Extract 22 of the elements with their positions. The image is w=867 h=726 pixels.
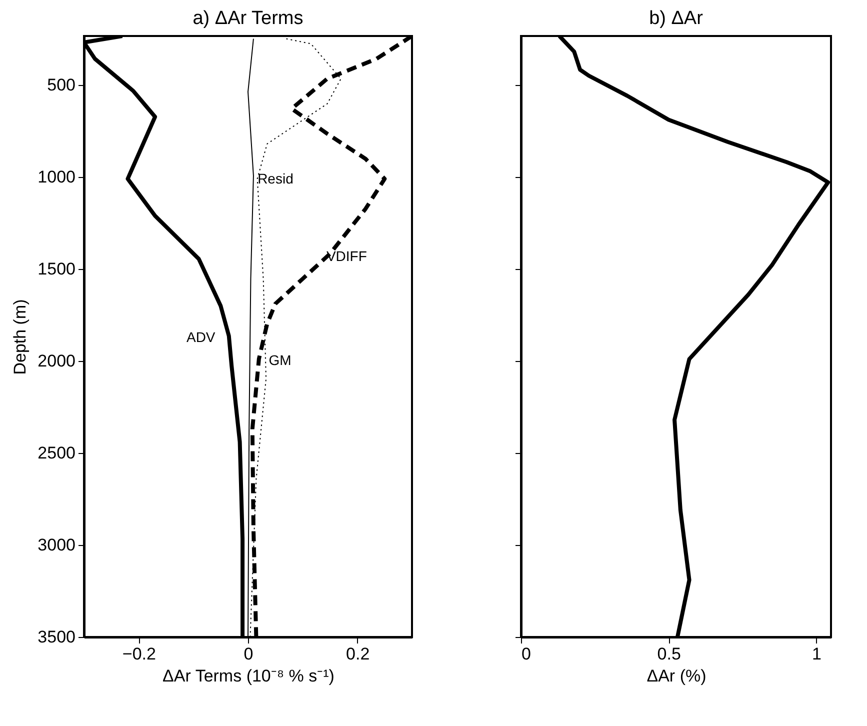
y-tick-label: 1000	[38, 167, 76, 186]
y-tick-label: 3500	[38, 628, 76, 646]
y-tick-label: 500	[47, 75, 76, 94]
chart-title: b) ΔAr	[649, 8, 704, 29]
chart-title: a) ΔAr Terms	[192, 8, 304, 29]
series-label: VDIFF	[326, 248, 367, 264]
y-tick-label: 2000	[38, 351, 76, 370]
x-axis-title: ΔAr Terms (10⁻⁸ % s⁻¹)	[162, 666, 334, 686]
x-tick-label: −0.2	[122, 644, 156, 664]
series-label: Resid	[258, 170, 294, 187]
x-tick-label: 1	[812, 644, 822, 664]
x-axis-title: ΔAr (%)	[646, 666, 706, 686]
x-tick-label: 0	[244, 644, 254, 664]
series-label: GM	[268, 352, 292, 368]
series-label: ADV	[186, 328, 216, 345]
x-tick-label: 0.2	[346, 644, 370, 664]
x-tick-label: 0.5	[657, 644, 681, 664]
y-axis-title: Depth (m)	[10, 299, 30, 375]
y-tick-label: 3000	[38, 535, 76, 554]
y-tick-label: 2500	[38, 443, 76, 462]
y-tick-label: 1500	[38, 259, 76, 278]
x-tick-label: 0	[522, 644, 531, 664]
